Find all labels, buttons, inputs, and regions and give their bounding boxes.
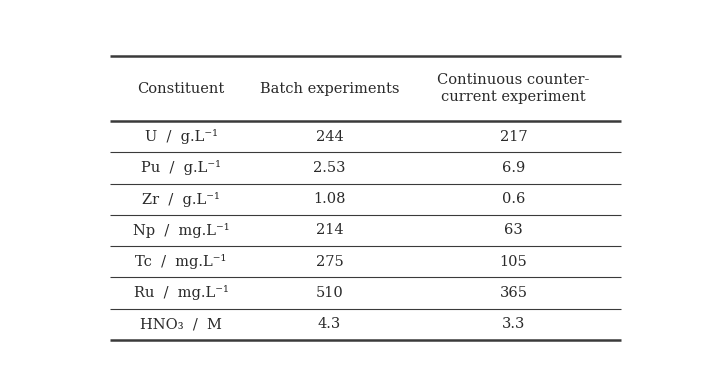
Text: Ru  /  mg.L⁻¹: Ru / mg.L⁻¹ xyxy=(133,285,229,300)
Text: Batch experiments: Batch experiments xyxy=(260,82,399,96)
Text: 63: 63 xyxy=(504,223,523,238)
Text: 214: 214 xyxy=(316,223,343,238)
Text: Constituent: Constituent xyxy=(138,82,225,96)
Text: 6.9: 6.9 xyxy=(502,161,525,175)
Text: HNO₃  /  M: HNO₃ / M xyxy=(140,317,222,331)
Text: Zr  /  g.L⁻¹: Zr / g.L⁻¹ xyxy=(143,192,220,207)
Text: 275: 275 xyxy=(315,255,343,269)
Text: 105: 105 xyxy=(500,255,527,269)
Text: 510: 510 xyxy=(315,286,343,300)
Text: 365: 365 xyxy=(500,286,527,300)
Text: 0.6: 0.6 xyxy=(502,192,525,206)
Text: 217: 217 xyxy=(500,130,527,143)
Text: Continuous counter-
current experiment: Continuous counter- current experiment xyxy=(437,73,590,103)
Text: Pu  /  g.L⁻¹: Pu / g.L⁻¹ xyxy=(141,160,221,175)
Text: U  /  g.L⁻¹: U / g.L⁻¹ xyxy=(145,129,218,144)
Text: 3.3: 3.3 xyxy=(502,317,525,331)
Text: 2.53: 2.53 xyxy=(313,161,345,175)
Text: Tc  /  mg.L⁻¹: Tc / mg.L⁻¹ xyxy=(135,254,227,269)
Text: 244: 244 xyxy=(315,130,343,143)
Text: 4.3: 4.3 xyxy=(318,317,341,331)
Text: 1.08: 1.08 xyxy=(313,192,345,206)
Text: Np  /  mg.L⁻¹: Np / mg.L⁻¹ xyxy=(133,223,230,238)
